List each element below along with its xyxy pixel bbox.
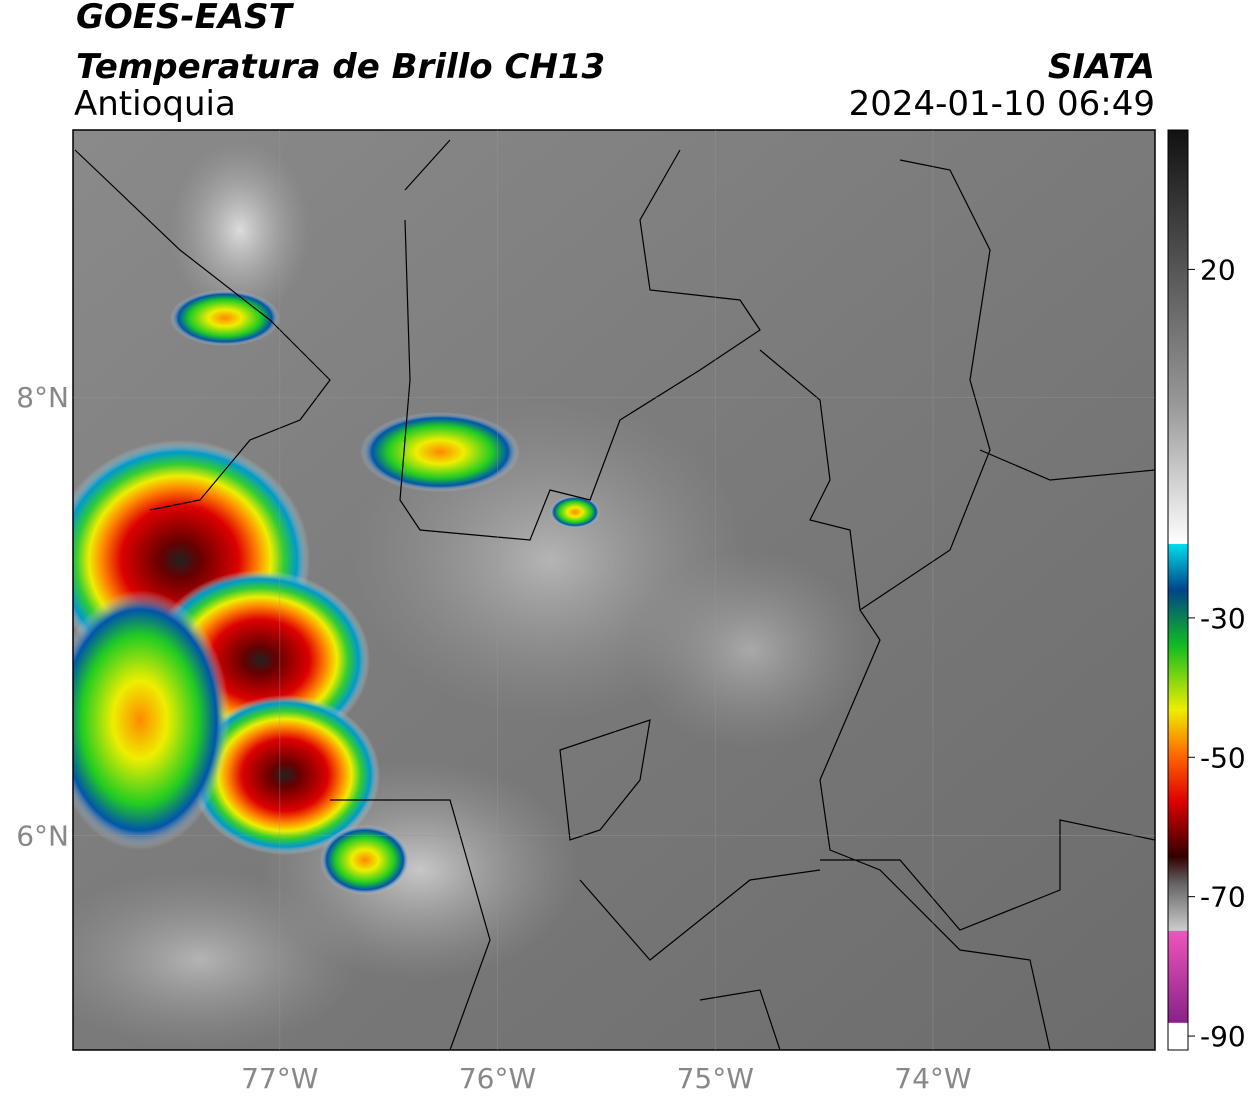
satellite-image xyxy=(73,130,1155,1050)
datetime: 2024-01-10 06:49 xyxy=(849,84,1155,124)
y-tick-label: 6°N xyxy=(16,819,69,852)
map-frame xyxy=(72,129,1156,1051)
colorbar xyxy=(1167,129,1189,1051)
x-tick-label: 77°W xyxy=(241,1062,318,1095)
colorbar-tick-label: -70 xyxy=(1200,881,1246,914)
x-tick-label: 76°W xyxy=(459,1062,536,1095)
colorbar-tick-label: -30 xyxy=(1200,602,1246,635)
title: GOES-EAST xyxy=(76,0,295,37)
x-tick-label: 75°W xyxy=(677,1062,754,1095)
y-tick-label: 8°N xyxy=(16,381,69,414)
colorbar-tick-label: -50 xyxy=(1200,741,1246,774)
colorbar-tick-label: -90 xyxy=(1200,1020,1246,1053)
source: SIATA xyxy=(1048,47,1155,87)
x-tick-label: 74°W xyxy=(894,1062,971,1095)
region: Antioquia xyxy=(74,84,236,124)
subtitle: Temperatura de Brillo CH13 xyxy=(76,47,605,87)
colorbar-tick-label: 20 xyxy=(1200,253,1236,286)
